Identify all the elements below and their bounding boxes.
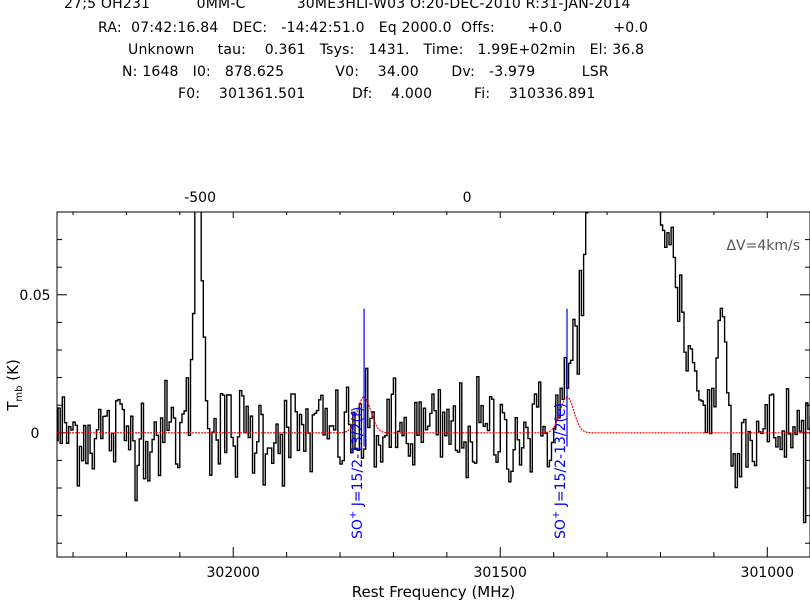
header-line-3: Unknown tau: 0.361 Tsys: 1431. Time: 1.9…	[128, 42, 645, 58]
line-marker-label: SO+ J=15/2-13/2(f)	[348, 407, 366, 539]
y-tick-label: 0.05	[19, 288, 50, 304]
header-line-2: RA: 07:42:16.84 DEC: -14:42:51.0 Eq 2000…	[98, 20, 649, 36]
plot-area: 302000 301500 301000 -500 0 0 0.05 Rest Frequen…	[4, 190, 810, 601]
spectrum-line	[57, 212, 810, 524]
x-tick-label: 301000	[741, 565, 794, 581]
header-line-5: F0: 301361.501 Df: 4.000 Fi: 310336.891	[178, 86, 596, 102]
top-axis-tick-label: -500	[184, 190, 216, 206]
y-axis-label: Tmb (K)	[4, 359, 25, 412]
plot-frame	[56, 211, 810, 558]
line-marker-label: SO+ J=15/2-13/2(e)	[551, 403, 569, 539]
x-tick-label: 302000	[207, 565, 260, 581]
x-axis-label: Rest Frequency (MHz)	[352, 583, 516, 601]
header-line-4: N: 1648 I0: 878.625 V0: 34.00 Dv: -3.979…	[122, 64, 609, 80]
x-tick-label: 301500	[474, 565, 527, 581]
delta-v-annotation: ΔV=4km/s	[726, 238, 800, 254]
header-line-1: 27;5 OH231 0MM-C 30ME3HLI-W03 O:20-DEC-2…	[64, 0, 631, 12]
fit-curve	[57, 396, 810, 434]
y-tick-label: 0	[31, 426, 40, 442]
top-axis-tick-label: 0	[463, 190, 472, 206]
